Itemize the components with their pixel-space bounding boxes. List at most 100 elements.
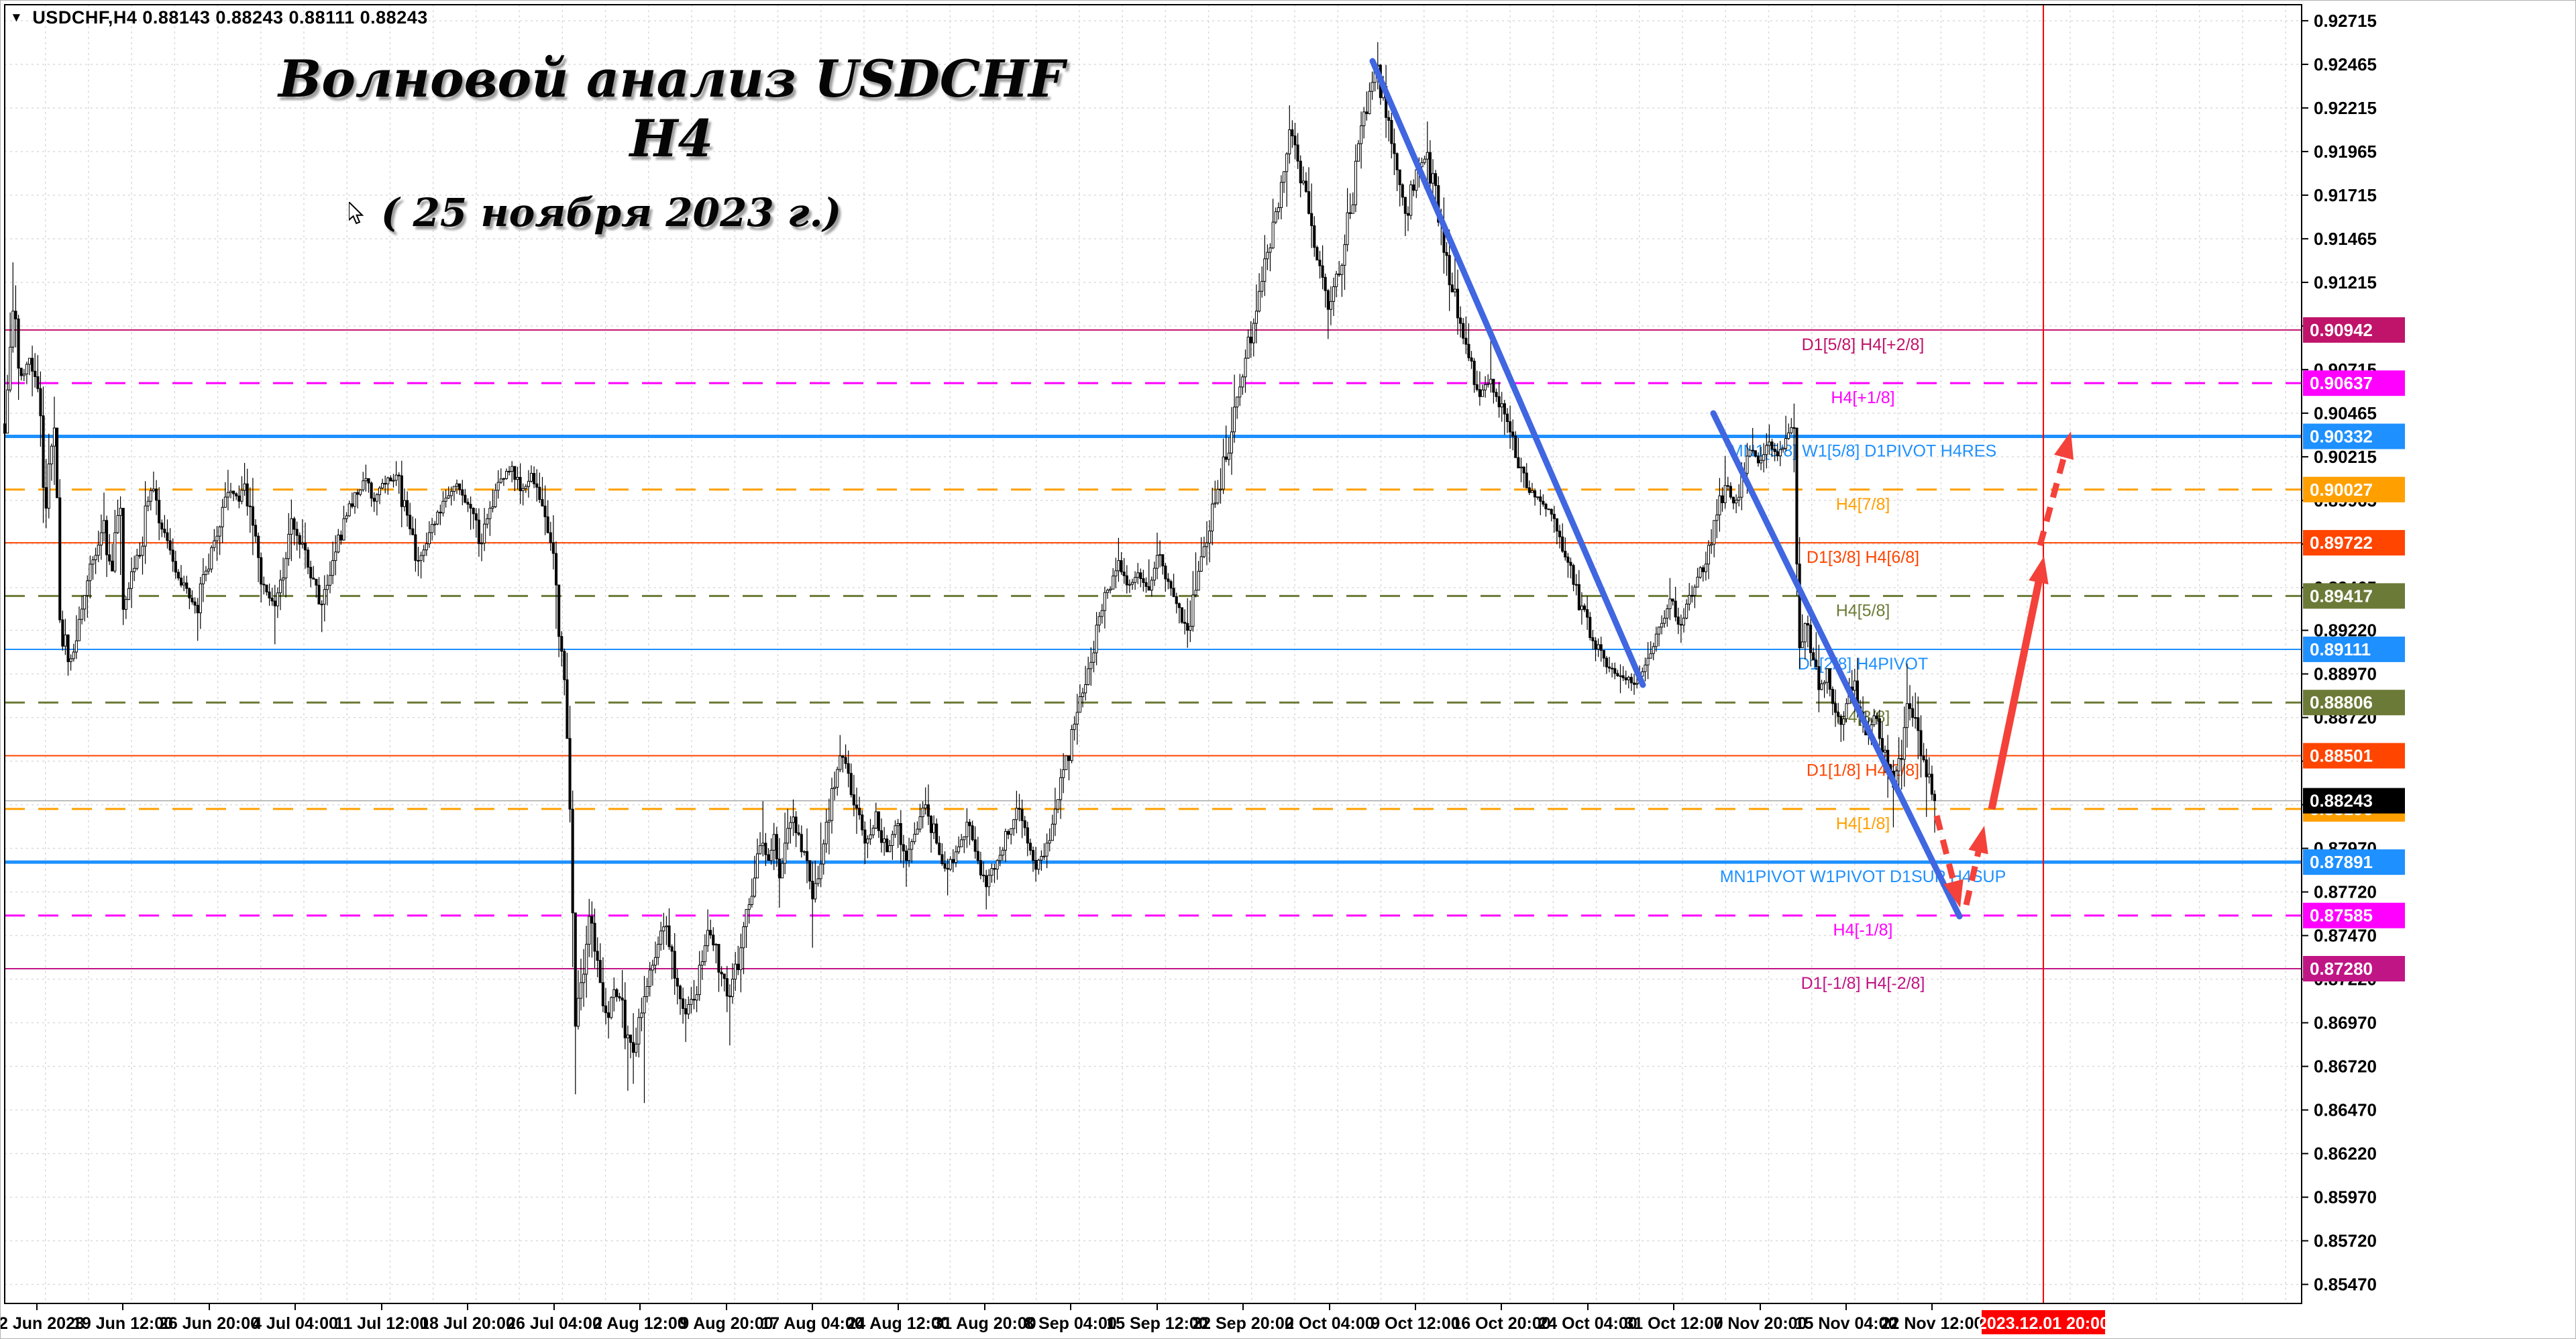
bull-candle <box>1194 590 1197 596</box>
bull-candle <box>1781 447 1784 450</box>
bull-candle <box>1288 129 1291 154</box>
bear-candle <box>855 804 859 809</box>
bear-candle <box>1608 666 1611 669</box>
red-arrow-solid-head <box>2029 556 2049 585</box>
bull-candle <box>436 511 439 525</box>
bull-candle <box>243 483 246 491</box>
bull-candle <box>1825 668 1829 683</box>
bull-candle <box>1699 567 1702 578</box>
bull-candle <box>527 480 531 487</box>
bear-candle <box>1467 343 1470 358</box>
price-level-chip-bg <box>2303 530 2405 556</box>
bull-candle <box>433 523 437 525</box>
bear-candle <box>1577 584 1580 610</box>
bull-candle <box>1109 588 1112 591</box>
bull-candle <box>1790 427 1793 433</box>
bear-candle <box>560 636 564 652</box>
trendline <box>1710 410 1963 920</box>
bear-candle <box>985 875 988 888</box>
bull-candle <box>1735 500 1738 504</box>
bear-candle <box>160 523 164 530</box>
bear-candle <box>1798 564 1801 649</box>
bear-candle <box>797 832 800 835</box>
bull-candle <box>635 1043 638 1053</box>
level-label: MN1PIVOT W1PIVOT D1SUP H4SUP <box>1720 867 2006 886</box>
bull-candle <box>201 574 205 584</box>
bear-candle <box>1164 566 1167 580</box>
bull-candle <box>1042 855 1046 857</box>
bear-candle <box>607 1012 610 1018</box>
bear-candle <box>1310 213 1313 227</box>
bear-candle <box>257 535 260 558</box>
time-tick-label: 15 Nov 04:00 <box>1795 1314 1898 1333</box>
bull-candle <box>960 839 963 847</box>
bear-candle <box>1674 600 1677 618</box>
bull-candle <box>386 477 390 484</box>
bear-candle <box>568 738 572 810</box>
bear-candle <box>1547 508 1550 511</box>
bear-candle <box>1478 389 1481 397</box>
bull-candle <box>362 480 365 490</box>
bear-candle <box>1922 755 1925 761</box>
bear-candle <box>1395 153 1399 170</box>
bull-candle <box>301 543 304 545</box>
bull-candle <box>1271 221 1275 249</box>
bull-candle <box>1597 644 1600 650</box>
bull-candle <box>1260 280 1264 292</box>
bear-candle <box>108 554 111 561</box>
bear-candle <box>722 973 726 979</box>
bull-candle <box>86 580 89 596</box>
bear-candle <box>303 543 307 551</box>
bull-candle <box>1784 438 1788 449</box>
bear-candle <box>350 503 354 507</box>
bull-candle <box>1820 683 1823 690</box>
bear-candle <box>237 495 241 502</box>
bear-candle <box>1566 556 1570 563</box>
bear-candle <box>1167 578 1170 582</box>
bull-candle <box>888 845 892 853</box>
bull-candle <box>756 853 759 879</box>
current-price-chip-bg <box>2303 788 2405 814</box>
bear-candle <box>1602 650 1605 659</box>
bull-candle <box>130 571 133 589</box>
bull-candle <box>582 973 586 983</box>
bear-candle <box>34 370 37 377</box>
bear-candle <box>1574 584 1578 586</box>
bear-candle <box>1754 450 1757 457</box>
bear-candle <box>1586 609 1589 618</box>
bull-candle <box>1001 849 1004 856</box>
bear-candle <box>574 912 577 1027</box>
bear-candle <box>808 860 812 882</box>
bull-candle <box>612 989 616 998</box>
bear-candle <box>764 843 767 855</box>
bear-candle <box>66 634 70 662</box>
bull-candle <box>745 909 748 927</box>
bear-candle <box>1880 738 1884 753</box>
bull-candle <box>1202 546 1205 557</box>
bull-candle <box>116 515 119 533</box>
time-tick-label: 18 Jul 20:00 <box>420 1314 515 1333</box>
bull-candle <box>1283 171 1286 183</box>
bear-candle <box>469 504 472 509</box>
bear-candle <box>1878 718 1881 739</box>
bear-candle <box>400 475 403 507</box>
bull-candle <box>1244 358 1247 378</box>
bull-candle <box>1214 502 1217 504</box>
bull-candle <box>918 816 922 830</box>
bear-candle <box>406 500 409 516</box>
bear-candle <box>1462 323 1465 339</box>
bull-candle <box>1134 577 1137 583</box>
bull-candle <box>1718 495 1721 516</box>
symbol-dropdown-icon[interactable]: ▼ <box>10 11 23 25</box>
bull-candle <box>1652 646 1655 654</box>
bull-candle <box>1012 819 1016 829</box>
bear-candle <box>1572 565 1575 585</box>
bear-candle <box>1751 449 1754 451</box>
bear-candle <box>1629 677 1633 684</box>
bear-candle <box>105 520 109 555</box>
bull-candle <box>1710 543 1713 546</box>
bull-candle <box>1723 485 1727 503</box>
bear-candle <box>684 1008 688 1015</box>
bull-candle <box>488 508 492 519</box>
bull-candle <box>1136 572 1140 578</box>
